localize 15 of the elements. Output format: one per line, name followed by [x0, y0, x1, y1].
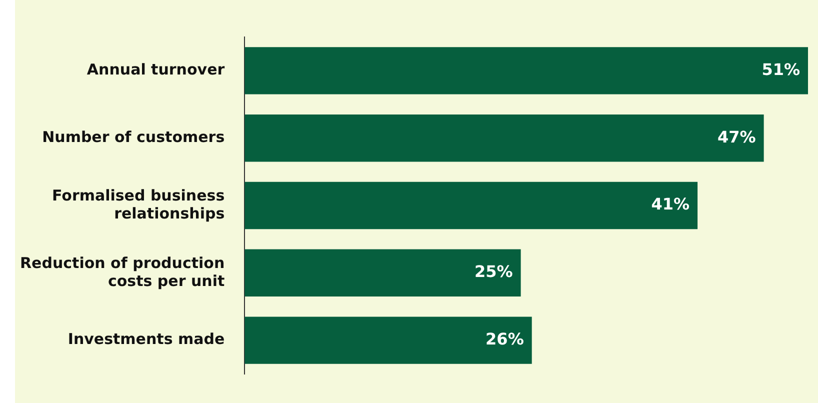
y-tick-label: Investments made — [68, 330, 225, 348]
bar — [244, 182, 698, 230]
y-tick-label: Annual turnover — [86, 60, 226, 79]
y-tick-label: Reduction of production costs per unit — [20, 254, 225, 290]
data-label: 41% — [651, 194, 690, 214]
bar — [244, 114, 764, 162]
bar — [244, 316, 532, 364]
data-label: 26% — [486, 329, 524, 348]
data-label: 51% — [762, 60, 800, 79]
bar — [244, 249, 521, 296]
data-label: 25% — [474, 262, 513, 282]
bar — [244, 47, 808, 94]
y-tick-label: Number of customers — [42, 128, 225, 146]
data-label: 47% — [718, 127, 756, 146]
y-tick-label: Formalised business relationships — [52, 186, 225, 222]
